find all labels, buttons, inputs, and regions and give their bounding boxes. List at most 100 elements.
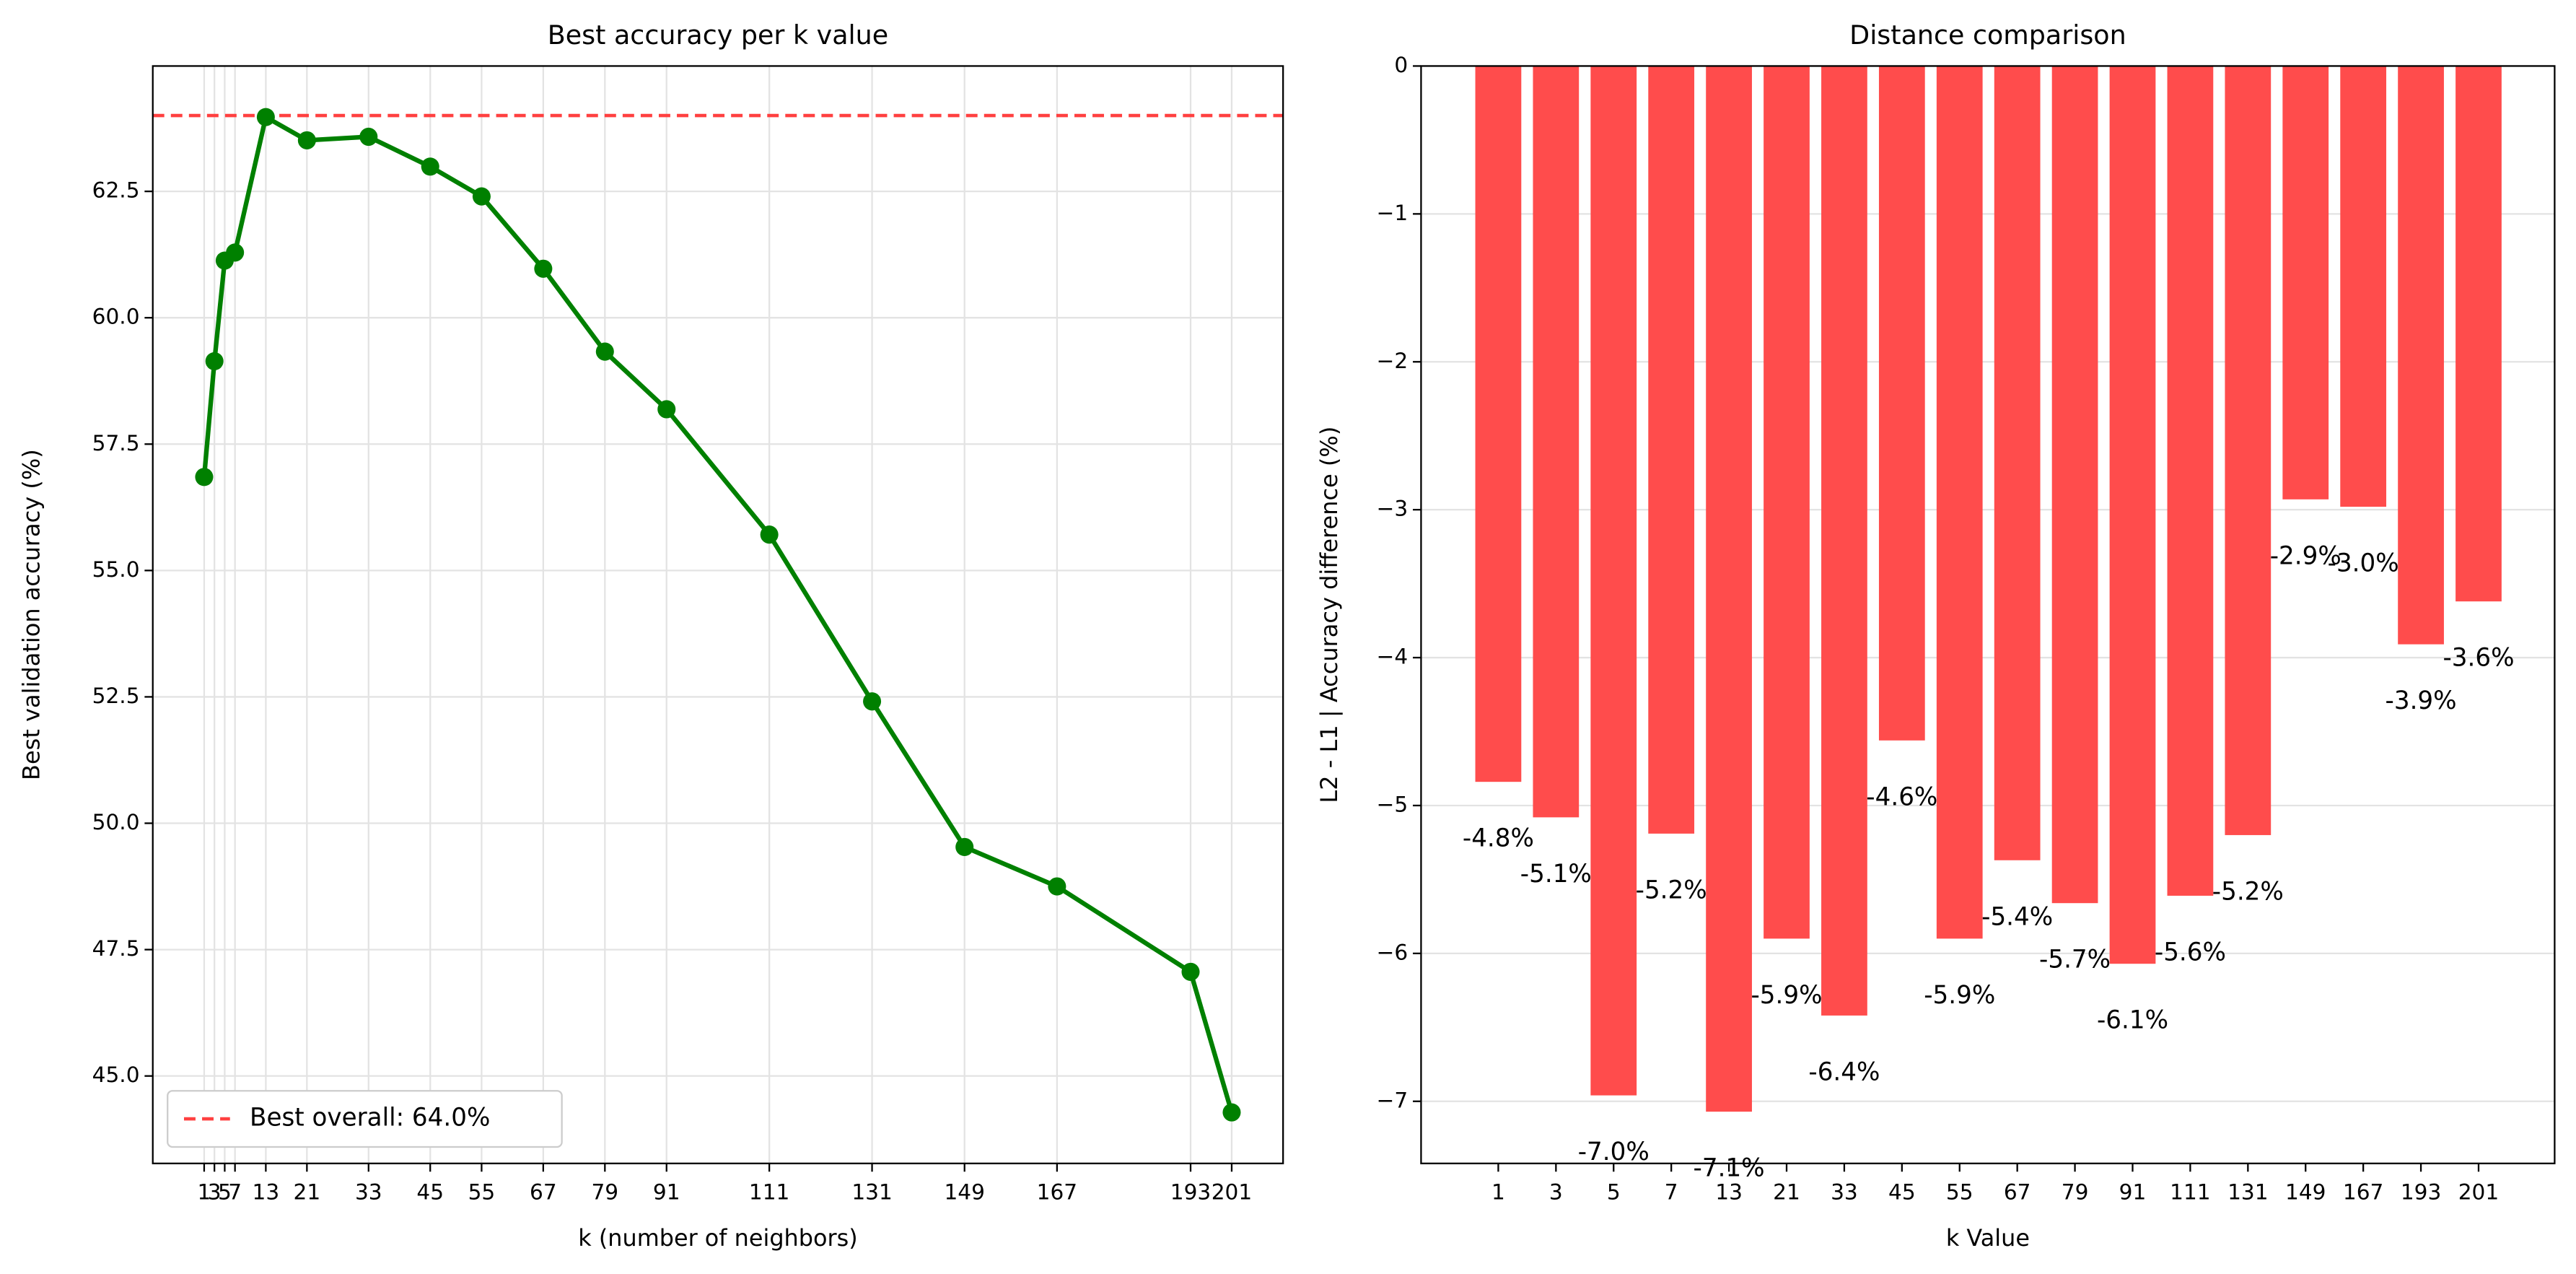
- value-label: -6.1%: [2097, 1006, 2168, 1035]
- x-tick-label: 55: [468, 1179, 496, 1204]
- x-tick-label: 5: [218, 1179, 232, 1204]
- value-label: -5.1%: [1520, 860, 1592, 889]
- x-tick-label: 33: [1831, 1179, 1858, 1204]
- value-label: -7.0%: [1578, 1138, 1650, 1166]
- x-tick-label: 3: [1549, 1179, 1563, 1204]
- y-tick-label: −3: [1377, 496, 1409, 521]
- x-tick-label: 79: [2062, 1179, 2089, 1204]
- x-tick-label: 193: [1170, 1179, 1211, 1204]
- value-label: -3.9%: [2386, 686, 2457, 715]
- y-tick-label: 52.5: [92, 683, 140, 708]
- x-tick-label: 167: [1037, 1179, 1077, 1204]
- data-point: [534, 259, 553, 278]
- x-tick-label: 149: [944, 1179, 984, 1204]
- data-point: [226, 243, 245, 262]
- data-point: [297, 131, 316, 149]
- bar: [2167, 66, 2214, 896]
- x-tick-label: 91: [653, 1179, 680, 1204]
- value-label: -5.2%: [2212, 877, 2284, 906]
- y-tick-label: 50.0: [92, 809, 140, 834]
- y-axis-label: Best validation accuracy (%): [18, 449, 45, 780]
- bar: [2340, 66, 2387, 507]
- bar: [2455, 66, 2502, 602]
- x-tick-label: 149: [2285, 1179, 2326, 1204]
- value-label: -4.6%: [1866, 782, 1937, 811]
- value-label: -2.9%: [2270, 541, 2341, 570]
- y-tick-label: 57.5: [92, 430, 140, 455]
- x-tick-label: 45: [416, 1179, 444, 1204]
- x-tick-label: 21: [294, 1179, 321, 1204]
- x-tick-label: 79: [591, 1179, 618, 1204]
- data-point: [760, 525, 779, 544]
- x-tick-label: 131: [2227, 1179, 2268, 1204]
- data-point: [955, 837, 974, 857]
- x-tick-label: 111: [2170, 1179, 2210, 1204]
- x-tick-label: 21: [1773, 1179, 1800, 1204]
- data-point: [256, 108, 275, 126]
- x-tick-label: 201: [1212, 1179, 1252, 1204]
- legend-box: [167, 1090, 563, 1148]
- bar: [2398, 66, 2444, 645]
- data-point: [1181, 962, 1200, 981]
- value-label: -5.6%: [2155, 938, 2226, 967]
- x-tick-label: 1: [1491, 1179, 1505, 1204]
- bar: [1994, 66, 2041, 860]
- x-tick-label: 55: [1946, 1179, 1973, 1204]
- data-point: [472, 187, 491, 206]
- bar: [2109, 66, 2156, 964]
- x-tick-label: 67: [530, 1179, 557, 1204]
- x-tick-label: 111: [749, 1179, 789, 1204]
- chart-title: Distance comparison: [1849, 19, 2126, 51]
- x-tick-label: 33: [355, 1179, 382, 1204]
- value-label: -7.1%: [1694, 1154, 1765, 1183]
- x-tick-label: 1: [198, 1179, 211, 1204]
- value-label: -5.9%: [1924, 981, 1995, 1010]
- data-point: [657, 400, 676, 419]
- data-point: [195, 468, 214, 487]
- x-tick-label: 7: [1665, 1179, 1678, 1204]
- y-tick-label: 0: [1394, 52, 1408, 77]
- x-tick-label: 67: [2004, 1179, 2031, 1204]
- value-label: -6.4%: [1808, 1057, 1880, 1086]
- data-line: [201, 113, 1235, 1113]
- x-tick-label: 13: [1715, 1179, 1743, 1204]
- value-label: -5.9%: [1751, 981, 1822, 1010]
- data-point: [1222, 1103, 1241, 1122]
- data-point: [421, 157, 439, 176]
- plot-frame: [152, 65, 1284, 1164]
- y-axis-label: L2 - L1 | Accuracy difference (%): [1315, 427, 1343, 803]
- y-tick-label: 55.0: [92, 557, 140, 582]
- bar: [1590, 66, 1637, 1096]
- y-tick-label: 60.0: [92, 304, 140, 329]
- value-label: -4.8%: [1463, 824, 1534, 853]
- y-tick-label: −4: [1377, 644, 1409, 669]
- y-tick-label: −2: [1377, 348, 1409, 373]
- x-axis-label: k Value: [1946, 1224, 2030, 1252]
- y-tick-label: −1: [1377, 200, 1409, 225]
- x-tick-label: 45: [1888, 1179, 1916, 1204]
- x-tick-label: 91: [2119, 1179, 2147, 1204]
- data-point: [359, 127, 378, 147]
- bar: [2051, 66, 2098, 904]
- x-axis-label: k (number of neighbors): [578, 1224, 857, 1252]
- bar: [1821, 66, 1867, 1016]
- data-point: [595, 342, 614, 361]
- x-tick-label: 3: [208, 1179, 222, 1204]
- x-tick-label: 167: [2343, 1179, 2383, 1204]
- bar: [1764, 66, 1810, 939]
- bar: [1936, 66, 1983, 939]
- y-tick-label: 47.5: [92, 935, 140, 961]
- value-label: -5.4%: [1981, 902, 2053, 931]
- y-tick-label: 62.5: [92, 178, 140, 203]
- x-tick-label: 131: [851, 1179, 892, 1204]
- value-label: -3.6%: [2443, 644, 2514, 673]
- data-point: [863, 692, 882, 711]
- x-tick-label: 5: [1607, 1179, 1621, 1204]
- data-point: [1048, 877, 1066, 896]
- y-tick-label: 45.0: [92, 1062, 140, 1087]
- x-tick-label: 7: [228, 1179, 242, 1204]
- value-label: -3.0%: [2328, 549, 2399, 578]
- chart-title: Best accuracy per k value: [548, 19, 888, 51]
- x-tick-label: 201: [2458, 1179, 2499, 1204]
